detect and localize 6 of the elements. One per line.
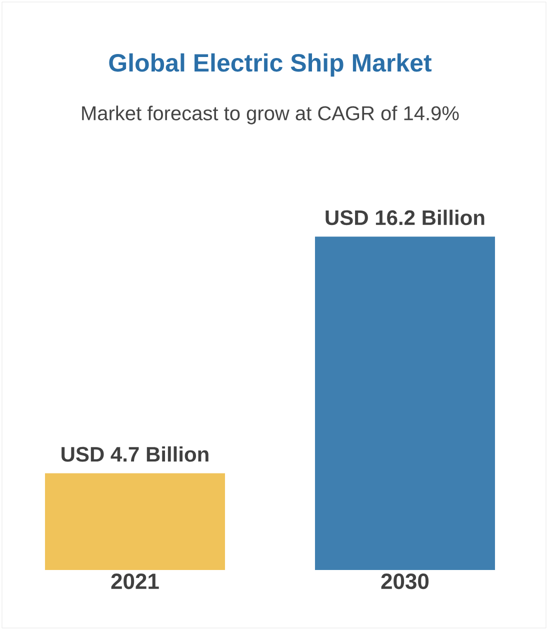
x-tick-label: 2021 — [111, 574, 159, 590]
data-label: USD 4.7 Billion — [62, 446, 208, 462]
x-tick-label: 2030 — [381, 574, 429, 590]
chart-subtitle: Market forecast to grow at CAGR of 14.9% — [82, 106, 459, 124]
chart-title: Global Electric Ship Market — [109, 53, 432, 77]
data-label: USD 16.2 Billion — [326, 210, 484, 226]
